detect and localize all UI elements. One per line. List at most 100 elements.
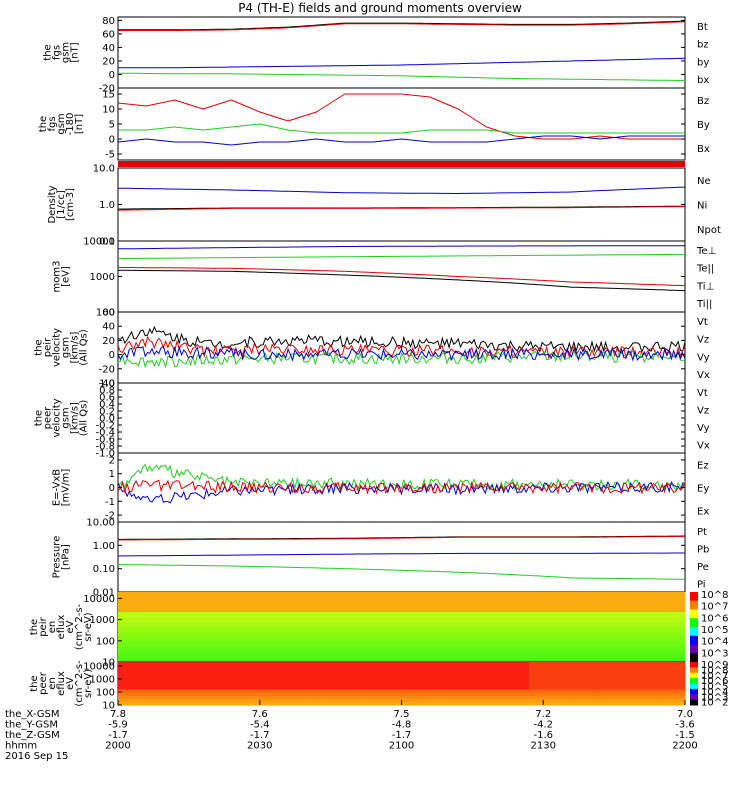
legend-label: Ex [697, 507, 709, 518]
x-row-label: the_Y-GSM [5, 720, 58, 731]
heatmap-cell [373, 695, 388, 700]
heatmap-cell [415, 686, 431, 691]
heatmap-cell [259, 602, 275, 608]
series-line-Ez [117, 479, 686, 495]
heatmap-cell [373, 617, 388, 623]
heatmap-cell [585, 668, 601, 672]
heatmap-cell [387, 698, 402, 703]
heatmap-cell [316, 642, 332, 648]
heatmap-cell [529, 622, 544, 628]
heatmap-cell [132, 701, 147, 706]
heatmap-cell [344, 662, 360, 666]
date-label: 2016 Sep 15 [5, 751, 68, 762]
heatmap-cell [500, 680, 516, 684]
heatmap-cell [656, 689, 672, 694]
heatmap-cell [415, 642, 431, 648]
heatmap-cell [316, 657, 332, 663]
heatmap-cell [415, 632, 431, 638]
heatmap-cell [585, 680, 601, 684]
heatmap-cell [330, 597, 346, 603]
heatmap-cell [373, 632, 388, 638]
heatmap-cell [642, 689, 658, 694]
heatmap-cell [373, 592, 388, 598]
heatmap-cell [571, 602, 587, 608]
legend-label: Ey [697, 484, 709, 495]
heatmap-cell [245, 602, 261, 608]
y-tick-label: 100 [96, 308, 115, 319]
heatmap-cell [557, 671, 573, 675]
heatmap-cell [160, 662, 176, 666]
heatmap-cell [387, 701, 402, 706]
heatmap-cell [415, 671, 431, 675]
heatmap-cell [217, 592, 232, 598]
heatmap-cell [599, 647, 615, 653]
heatmap-cell [599, 677, 615, 681]
heatmap-cell [174, 662, 190, 666]
heatmap-cell [387, 642, 402, 648]
heatmap-cell [628, 637, 643, 643]
heatmap-cell [500, 632, 516, 638]
heatmap-cell [670, 642, 686, 648]
y-axis-label: peir [38, 616, 49, 636]
heatmap-cell [415, 627, 431, 633]
heatmap-cell [585, 677, 601, 681]
heatmap-cell [401, 683, 417, 688]
panel-frame [117, 16, 686, 89]
heatmap-cell [614, 698, 629, 703]
heatmap-cell [599, 617, 615, 623]
heatmap-cell [174, 674, 190, 678]
heatmap-cell [415, 701, 431, 706]
heatmap-cell [599, 683, 615, 688]
heatmap-cell [642, 632, 658, 638]
legend-label: bx [697, 75, 709, 86]
heatmap-cell [316, 647, 332, 653]
heatmap-cell [599, 665, 615, 669]
heatmap-cell [401, 632, 417, 638]
heatmap-cell [160, 632, 176, 638]
y-axis-label: gsm [56, 113, 67, 134]
heatmap-cell [585, 662, 601, 666]
heatmap-cell [458, 602, 473, 608]
heatmap-cell [231, 668, 247, 672]
heatmap-cell [599, 597, 615, 603]
heatmap-cell [514, 692, 530, 697]
heatmap-cell [273, 665, 289, 669]
heatmap-cell [358, 612, 374, 618]
heatmap-cell [500, 683, 516, 688]
heatmap-cell [486, 602, 502, 608]
heatmap-cell [472, 632, 488, 638]
heatmap-cell [174, 602, 190, 608]
heatmap-cell [670, 602, 686, 608]
legend-label: Pb [697, 544, 709, 555]
heatmap-cell [486, 617, 502, 623]
heatmap-cell [344, 665, 360, 669]
legend-label: Pi [697, 579, 706, 590]
y-tick-label: 10 [102, 658, 115, 669]
y-axis-label: the [38, 116, 49, 132]
heatmap-cell [557, 627, 573, 633]
heatmap-cell [302, 662, 317, 666]
heatmap-cell [146, 665, 162, 669]
y-axis-label: velocity [52, 328, 63, 367]
heatmap-cell [273, 657, 289, 663]
heatmap-cell [472, 683, 488, 688]
heatmap-cell [188, 671, 204, 675]
heatmap-cell [259, 607, 275, 613]
heatmap-cell [571, 617, 587, 623]
heatmap-cell [288, 674, 303, 678]
y-tick-label: -0.6 [95, 435, 115, 446]
heatmap-cell [118, 617, 133, 623]
heatmap-cell [514, 683, 530, 688]
heatmap-cell [288, 642, 303, 648]
x-row-label: the_X-GSM [5, 709, 59, 720]
heatmap-cell [288, 647, 303, 653]
heatmap-cell [642, 617, 658, 623]
heatmap-cell [571, 627, 587, 633]
heatmap-cell [514, 674, 530, 678]
heatmap-cell [231, 652, 247, 658]
y-axis-label: the [43, 44, 54, 60]
y-tick-label: -0.2 [95, 421, 115, 432]
heatmap-cell [203, 612, 218, 618]
heatmap-cell [358, 677, 374, 681]
heatmap-cell [259, 652, 275, 658]
